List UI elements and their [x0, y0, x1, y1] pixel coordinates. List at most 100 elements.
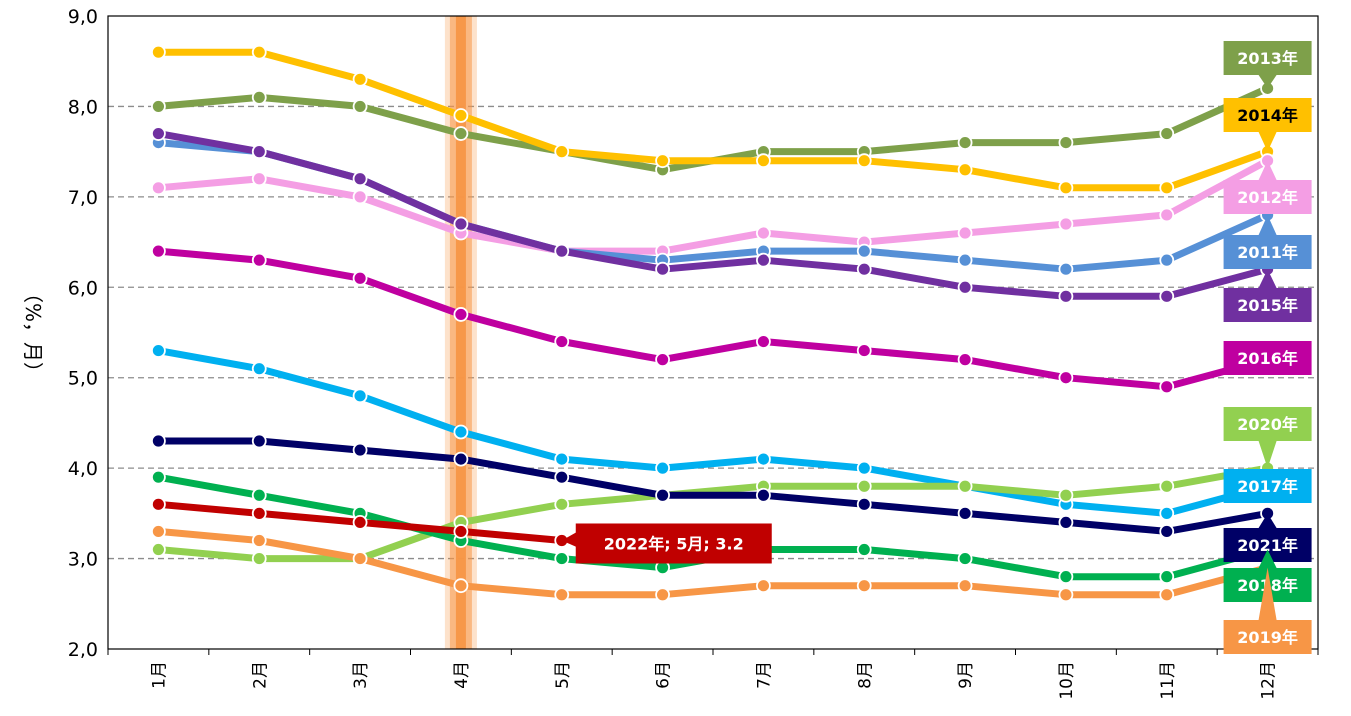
data-point	[151, 469, 166, 485]
series-label-pointer	[1258, 269, 1277, 288]
data-point	[655, 261, 670, 277]
data-point	[251, 361, 267, 377]
data-point	[756, 451, 771, 467]
data-point	[1159, 505, 1175, 521]
series-line	[154, 247, 1272, 391]
series-label-text: 2014年	[1237, 106, 1298, 125]
data-point	[756, 578, 771, 594]
data-point	[655, 460, 670, 476]
data-point	[1058, 487, 1074, 503]
series-label-pointer	[1258, 549, 1277, 568]
data-point	[957, 352, 973, 368]
series-labels: 2013年 2014年 2012年 2011年 2015年 2016年 2020年 2017年…	[561, 41, 1312, 654]
series-label-pointer	[1258, 160, 1277, 180]
series-label-box	[1223, 469, 1312, 503]
y-tick-label: 5,0	[68, 368, 98, 390]
data-point	[1159, 126, 1175, 141]
series-label-pointer	[1258, 441, 1277, 469]
data-point	[1159, 207, 1175, 223]
data-point	[251, 252, 267, 268]
series-line	[154, 437, 1272, 535]
series-label-pointer	[1258, 513, 1277, 528]
x-tick-label: 2月	[250, 661, 270, 689]
x-tick-label: 10月	[1057, 661, 1077, 700]
data-point	[856, 496, 872, 512]
data-point	[1159, 180, 1175, 196]
data-point	[756, 334, 771, 349]
y-tick-label: 7,0	[68, 187, 98, 209]
data-point	[554, 587, 570, 603]
data-point	[352, 71, 368, 87]
data-point	[856, 261, 872, 277]
data-point	[1159, 252, 1175, 268]
data-point	[151, 99, 166, 114]
series-label-text: 2015年	[1237, 296, 1298, 315]
data-point	[251, 505, 267, 521]
data-point	[251, 433, 267, 449]
series-label-box	[1223, 98, 1312, 132]
data-point	[957, 135, 973, 151]
data-point	[453, 424, 469, 440]
data-point	[957, 162, 973, 178]
data-point	[756, 252, 771, 268]
x-tick-label: 1月	[149, 661, 169, 689]
series-label-box	[1223, 180, 1312, 214]
x-tick-label: 11月	[1158, 661, 1178, 700]
data-point	[151, 126, 166, 141]
data-point	[1058, 587, 1074, 603]
data-point	[1159, 379, 1175, 395]
series-lines	[151, 44, 1275, 603]
data-point	[554, 551, 570, 566]
data-point	[856, 243, 872, 259]
data-point	[151, 542, 166, 557]
data-point	[1159, 569, 1175, 585]
data-point	[251, 533, 267, 548]
data-point	[251, 89, 267, 105]
data-point	[957, 478, 973, 494]
data-point	[352, 270, 368, 286]
data-point	[756, 153, 771, 169]
data-point	[352, 189, 368, 205]
series-label-text: 2013年	[1237, 49, 1298, 68]
data-point	[756, 225, 771, 241]
data-point	[655, 587, 670, 603]
x-tick-label: 7月	[754, 661, 774, 689]
highlight-band-inner	[455, 16, 466, 649]
series-label-pointer	[1258, 567, 1277, 620]
x-tick-label: 3月	[351, 661, 371, 689]
data-point	[554, 496, 570, 512]
data-point	[957, 225, 973, 241]
y-tick-label: 8,0	[68, 96, 98, 118]
data-point	[151, 44, 166, 60]
data-point	[957, 252, 973, 268]
series-label-text: 2012年	[1237, 188, 1298, 207]
data-point	[1058, 370, 1074, 386]
data-point	[352, 442, 368, 458]
data-point	[554, 469, 570, 485]
data-point	[655, 487, 670, 503]
data-point	[957, 505, 973, 521]
data-point	[756, 487, 771, 503]
annotation-text: 2022年; 5月; 3.2	[604, 534, 744, 553]
series-line	[154, 157, 1272, 255]
data-point	[1058, 288, 1074, 304]
series-label-text: 2021年	[1237, 536, 1298, 555]
data-point	[453, 524, 469, 539]
x-tick-label: 12月	[1259, 661, 1279, 700]
data-point	[554, 334, 570, 349]
series-label-box	[1223, 341, 1312, 375]
series-line	[154, 347, 1272, 517]
series-label-text: 2019年	[1237, 628, 1298, 647]
axes: 2,0 3,0 4,0 5,0 6,0 7,0 8,0 9,0 1月 2月 3月 4月 5月 6月 7月 8月…	[21, 6, 1319, 700]
data-point	[251, 144, 267, 160]
data-point	[1058, 261, 1074, 277]
data-point	[151, 433, 166, 449]
data-point	[251, 551, 267, 566]
y-tick-label: 2,0	[68, 639, 98, 661]
y-tick-label: 6,0	[68, 277, 98, 299]
data-point	[352, 99, 368, 114]
data-point	[151, 524, 166, 539]
data-point	[453, 451, 469, 467]
